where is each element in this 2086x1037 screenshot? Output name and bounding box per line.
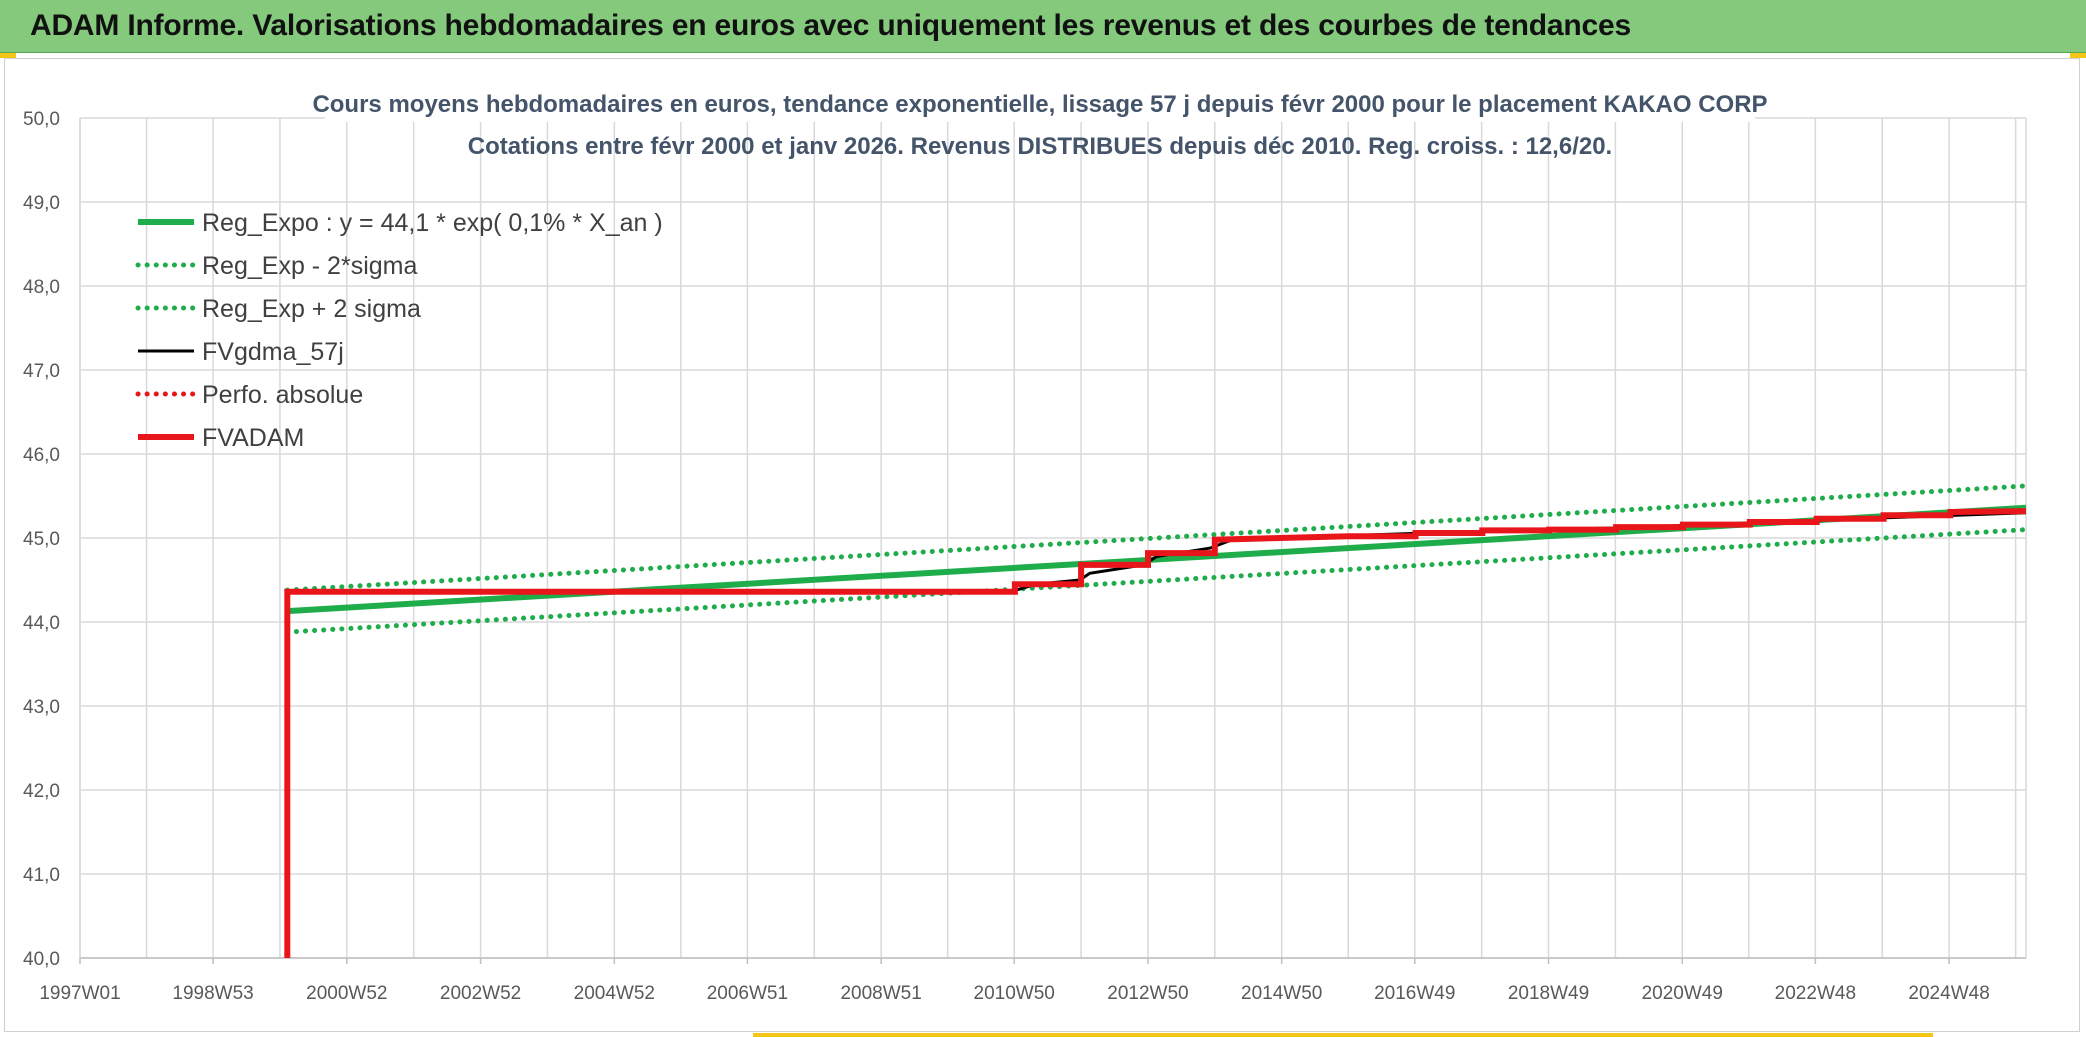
x-tick-label: 2008W51: [840, 983, 921, 1004]
legend-label: FVgdma_57j: [202, 338, 344, 366]
grid: [79, 117, 2027, 959]
y-tick-label: 49,0: [23, 193, 60, 214]
x-tick-label: 1997W01: [39, 983, 120, 1004]
legend: Reg_Expo : y = 44,1 * exp( 0,1% * X_an )…: [135, 209, 663, 452]
legend-label: Reg_Expo : y = 44,1 * exp( 0,1% * X_an ): [202, 209, 663, 237]
y-tick-label: 48,0: [23, 277, 60, 298]
y-tick-label: 50,0: [23, 109, 60, 130]
title-background: [325, 82, 1755, 122]
y-tick-label: 42,0: [23, 781, 60, 802]
legend-label: FVADAM: [202, 424, 304, 452]
series: [284, 483, 2029, 958]
chart-subtitle: Cotations entre févr 2000 et janv 2026. …: [468, 133, 1612, 160]
axes: 40,0 41,0 42,0 43,0 44,0 45,0 46,0 47,0 48,0 49,0…: [23, 109, 2026, 1004]
corner-marker-left: [0, 53, 16, 58]
series-line: [284, 527, 2029, 635]
x-tick-label: 2004W52: [574, 983, 655, 1004]
x-tick-label: 2012W50: [1107, 983, 1188, 1004]
y-tick-label: 46,0: [23, 445, 60, 466]
x-tick-label: 2010W50: [974, 983, 1055, 1004]
x-tick-label: 2020W49: [1642, 983, 1723, 1004]
x-tick-label: 2006W51: [707, 983, 788, 1004]
corner-marker-bottom: [753, 1033, 1933, 1037]
x-tick-label: 2000W52: [306, 983, 387, 1004]
y-tick-label: 43,0: [23, 697, 60, 718]
x-tick-label: 2002W52: [440, 983, 521, 1004]
x-tick-label: 2022W48: [1775, 983, 1856, 1004]
x-tick-label: 2024W48: [1908, 983, 1989, 1004]
series-line: [284, 483, 2029, 593]
report-title: ADAM Informe. Valorisations hebdomadaire…: [30, 9, 1631, 42]
corner-marker-right: [2070, 53, 2086, 58]
header-banner: ADAM Informe. Valorisations hebdomadaire…: [0, 0, 2086, 53]
x-tick-label: 2014W50: [1241, 983, 1322, 1004]
chart-frame: [4, 58, 2080, 1032]
x-tick-label: 1998W53: [172, 983, 253, 1004]
y-tick-label: 40,0: [23, 949, 60, 970]
y-tick-label: 45,0: [23, 529, 60, 550]
legend-label: Reg_Exp + 2 sigma: [202, 295, 421, 323]
x-tick-label: 2016W49: [1374, 983, 1455, 1004]
chart-title: Cours moyens hebdomadaires en euros, ten…: [312, 91, 1767, 118]
y-tick-label: 41,0: [23, 865, 60, 886]
y-tick-label: 44,0: [23, 613, 60, 634]
y-tick-label: 47,0: [23, 361, 60, 382]
legend-label: Perfo. absolue: [202, 381, 363, 409]
legend-label: Reg_Exp - 2*sigma: [202, 252, 417, 280]
x-tick-label: 2018W49: [1508, 983, 1589, 1004]
series-line: [284, 508, 2027, 958]
